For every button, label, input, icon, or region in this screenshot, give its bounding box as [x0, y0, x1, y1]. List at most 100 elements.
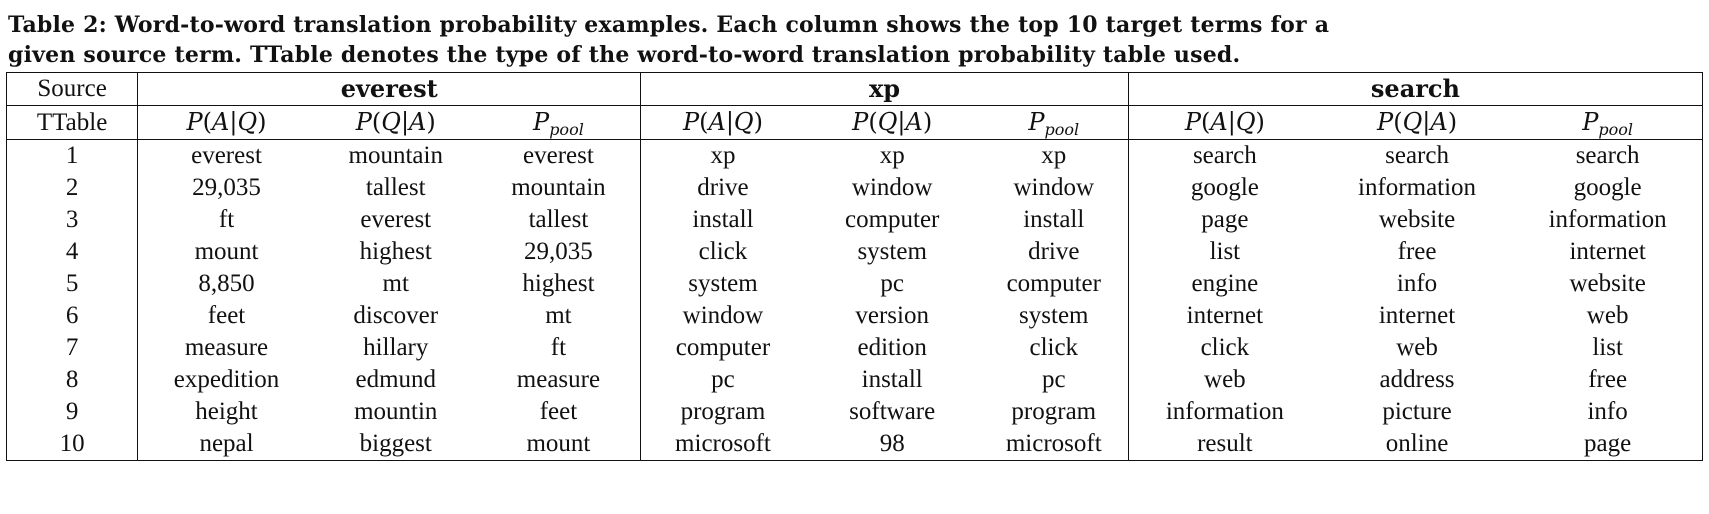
rank-cell: 4	[5, 236, 139, 268]
term-cell: highest	[359, 238, 432, 265]
formula-arg: A	[1430, 108, 1448, 136]
ttable-everest-p-q-given-a: P(Q|A)	[314, 105, 477, 140]
ttable-formula: Ppool	[1582, 108, 1633, 138]
ttable-search-p-pool: Ppool	[1513, 105, 1704, 140]
ttable-formula: P(Q|A)	[852, 108, 932, 136]
term-cell: hillary	[363, 334, 429, 361]
translation-table: Source everest xp search TTable P(A|Q) P(…	[5, 72, 1704, 461]
ttable-formula: Ppool	[533, 108, 584, 138]
term-cell: tallest	[365, 174, 426, 201]
term-cell: everest	[476, 139, 642, 172]
term-cell: free	[1397, 238, 1437, 265]
term-cell: mount	[194, 238, 259, 265]
term-cell: xp	[979, 139, 1129, 172]
header-row-ttable: TTable P(A|Q) P(Q|A) Ppool P(A|Q) P(Q|A) Ppoo…	[5, 105, 1704, 140]
caption-line-2: given source term. TTable denotes the ty…	[8, 42, 1241, 68]
formula-bar: |	[1227, 108, 1236, 136]
term-cell: mountain	[476, 172, 642, 204]
table-row: 4 mount highest 29,035 click system drive list f…	[5, 236, 1704, 268]
formula-bar: |	[897, 108, 906, 136]
formula-arg: A	[1210, 108, 1228, 136]
term-cell: 98	[804, 428, 980, 461]
ttable-everest-p-pool: Ppool	[476, 105, 642, 140]
term-cell: biggest	[314, 428, 477, 461]
term-cell: computer	[979, 268, 1129, 300]
formula-arg: A	[212, 108, 230, 136]
term-cell: free	[1513, 364, 1704, 396]
formula-bar: |	[725, 108, 734, 136]
formula-arg: Q	[1235, 108, 1256, 136]
term-cell: feet	[207, 302, 246, 329]
rank-cell: 9	[5, 396, 139, 428]
table-caption: Table 2: Word-to-word translation probab…	[8, 10, 1703, 70]
formula-letter: P	[1582, 108, 1599, 136]
rank-cell: 8	[5, 364, 139, 396]
term-cell: information	[1513, 204, 1704, 236]
term-cell: list	[1209, 238, 1241, 265]
term-cell: window	[682, 302, 764, 329]
term-cell: information	[1358, 174, 1477, 201]
term-cell: edmund	[355, 366, 437, 393]
term-cell: info	[1396, 270, 1438, 297]
term-cell: pc	[880, 270, 904, 297]
term-cell: mountin	[354, 398, 438, 425]
rank-cell: 10	[5, 428, 139, 461]
term-cell: window	[979, 172, 1129, 204]
term-cell: internet	[1186, 302, 1264, 329]
formula-letter: P	[682, 108, 700, 136]
term-cell: install	[692, 206, 754, 233]
formula-arg: Q	[237, 108, 258, 136]
term-cell: system	[688, 270, 758, 297]
table-row: 3 ft everest tallest install computer install p…	[5, 204, 1704, 236]
term-cell: engine	[1191, 270, 1259, 297]
table-row: 5 8,850 mt highest system pc computer engine inf…	[5, 268, 1704, 300]
term-cell: mt	[476, 300, 642, 332]
term-cell: install	[861, 366, 923, 393]
formula-arg: A	[708, 108, 726, 136]
term-cell: 29,035	[476, 236, 642, 268]
term-cell: system	[857, 238, 927, 265]
term-cell: drive	[697, 174, 749, 201]
term-cell: information	[1165, 398, 1284, 425]
formula-paren: )	[426, 108, 436, 136]
term-cell: edition	[857, 334, 927, 361]
term-cell: feet	[476, 396, 642, 428]
term-cell: info	[1513, 396, 1704, 428]
ttable-xp-p-pool: Ppool	[979, 105, 1129, 140]
term-cell: web	[1513, 300, 1704, 332]
ttable-xp-p-q-given-a: P(Q|A)	[804, 105, 980, 140]
table-row: 7 measure hillary ft computer edition click cli…	[5, 332, 1704, 364]
table-row: 1 everest mountain everest xp xp xp search searc…	[5, 139, 1704, 172]
formula-subscript: pool	[1044, 120, 1080, 139]
rank-cell: 6	[5, 300, 139, 332]
formula-letter: P	[186, 108, 203, 136]
term-cell: mt	[382, 270, 409, 297]
ttable-formula: P(A|Q)	[683, 108, 763, 136]
ttable-search-p-a-given-q: P(A|Q)	[1128, 105, 1321, 140]
term-cell: program	[979, 396, 1129, 428]
ttable-formula: P(Q|A)	[1377, 108, 1457, 136]
term-cell: system	[979, 300, 1129, 332]
source-term-search: search	[1128, 72, 1704, 106]
rank-cell: 2	[5, 172, 139, 204]
term-cell: version	[855, 302, 929, 329]
term-cell: search	[1192, 142, 1257, 169]
ttable-search-p-q-given-a: P(Q|A)	[1320, 105, 1514, 140]
term-cell: website	[1513, 268, 1704, 300]
source-term-everest: everest	[137, 72, 642, 106]
ttable-xp-p-a-given-q: P(A|Q)	[640, 105, 805, 140]
term-cell: picture	[1382, 398, 1452, 425]
rank-cell: 5	[5, 268, 139, 300]
table-row: 6 feet discover mt window version system intern…	[5, 300, 1704, 332]
formula-arg: Q	[381, 108, 401, 136]
term-cell: microsoft	[640, 428, 805, 461]
rank-cell: 1	[5, 139, 139, 172]
formula-paren: (	[1393, 108, 1403, 136]
rank-cell: 3	[5, 204, 139, 236]
term-cell: google	[1190, 174, 1259, 201]
source-term-xp: xp	[640, 72, 1129, 106]
ttable-formula: Ppool	[1028, 108, 1080, 139]
term-cell: internet	[1513, 236, 1704, 268]
term-cell: computer	[675, 334, 771, 361]
